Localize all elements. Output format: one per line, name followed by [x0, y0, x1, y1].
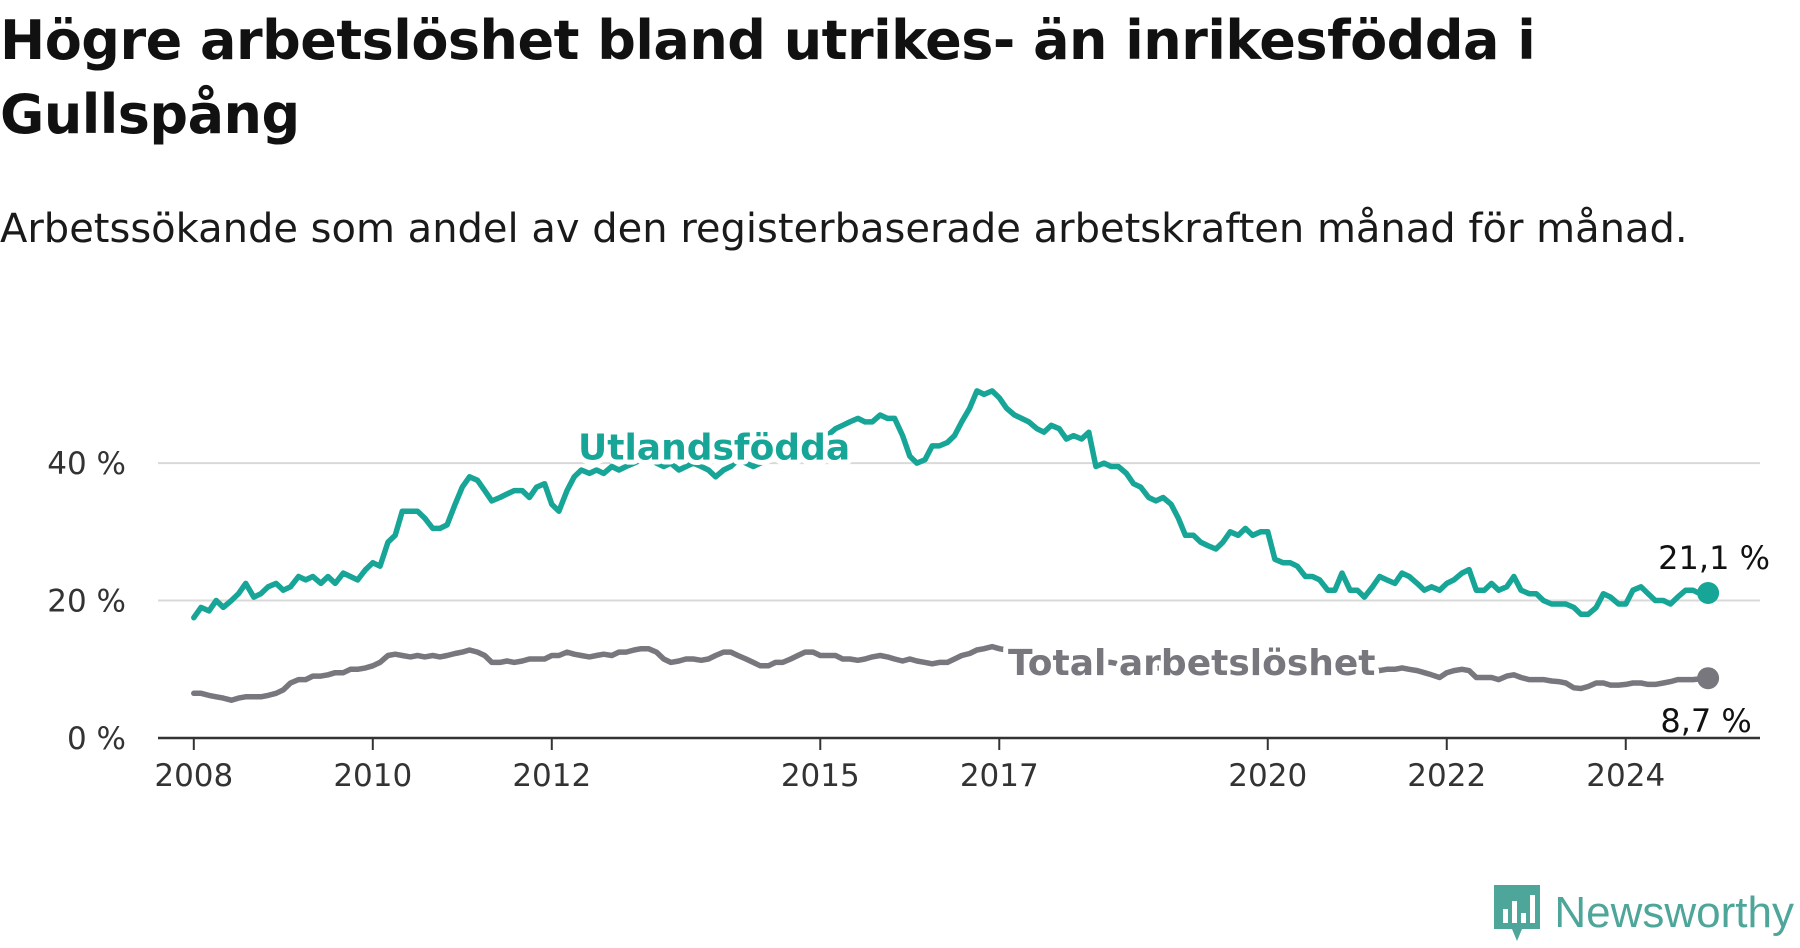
axes: 0 % 20 % 40 % 2008 2010 2012 2015 2017 2020 2022 2… — [47, 446, 1760, 794]
series-end-point — [1697, 581, 1720, 604]
y-tick-label: 20 % — [47, 584, 126, 620]
series-end-value-label: 8,7 % — [1660, 702, 1751, 740]
x-tick-label: 2024 — [1586, 758, 1665, 794]
x-tick-label: 2012 — [512, 758, 591, 794]
series-lines — [191, 388, 1720, 703]
series-name-label: Total arbetslöshet — [1008, 643, 1376, 684]
x-tick-label: 2008 — [154, 758, 233, 794]
x-tick-label: 2010 — [333, 758, 412, 794]
x-tick-label: 2017 — [960, 758, 1039, 794]
brand-name: Newsworthy — [1554, 888, 1794, 937]
x-tick-label: 2015 — [781, 758, 860, 794]
series-end-point — [1697, 667, 1720, 690]
chart-title: Högre arbetslöshet bland utrikes- än inr… — [0, 9, 1536, 146]
x-tick-label: 2020 — [1228, 758, 1307, 794]
y-tick-label: 40 % — [47, 446, 126, 482]
series-line — [191, 643, 1711, 703]
series-name-label: Utlandsfödda — [578, 428, 850, 469]
series-line — [191, 388, 1711, 621]
series-end-value-label: 21,1 % — [1658, 539, 1770, 577]
bar-chart-icon — [1494, 885, 1541, 941]
series-labels: Utlandsfödda Total arbetslöshet 21,1 % 8,7 … — [573, 423, 1770, 741]
x-tick-label: 2022 — [1407, 758, 1486, 794]
newsworthy-logo: Newsworthy — [1492, 878, 1794, 948]
chart-subtitle: Arbetssökande som andel av den registerb… — [0, 206, 1688, 252]
gridlines — [158, 462, 1760, 602]
y-tick-label: 0 % — [67, 721, 126, 757]
